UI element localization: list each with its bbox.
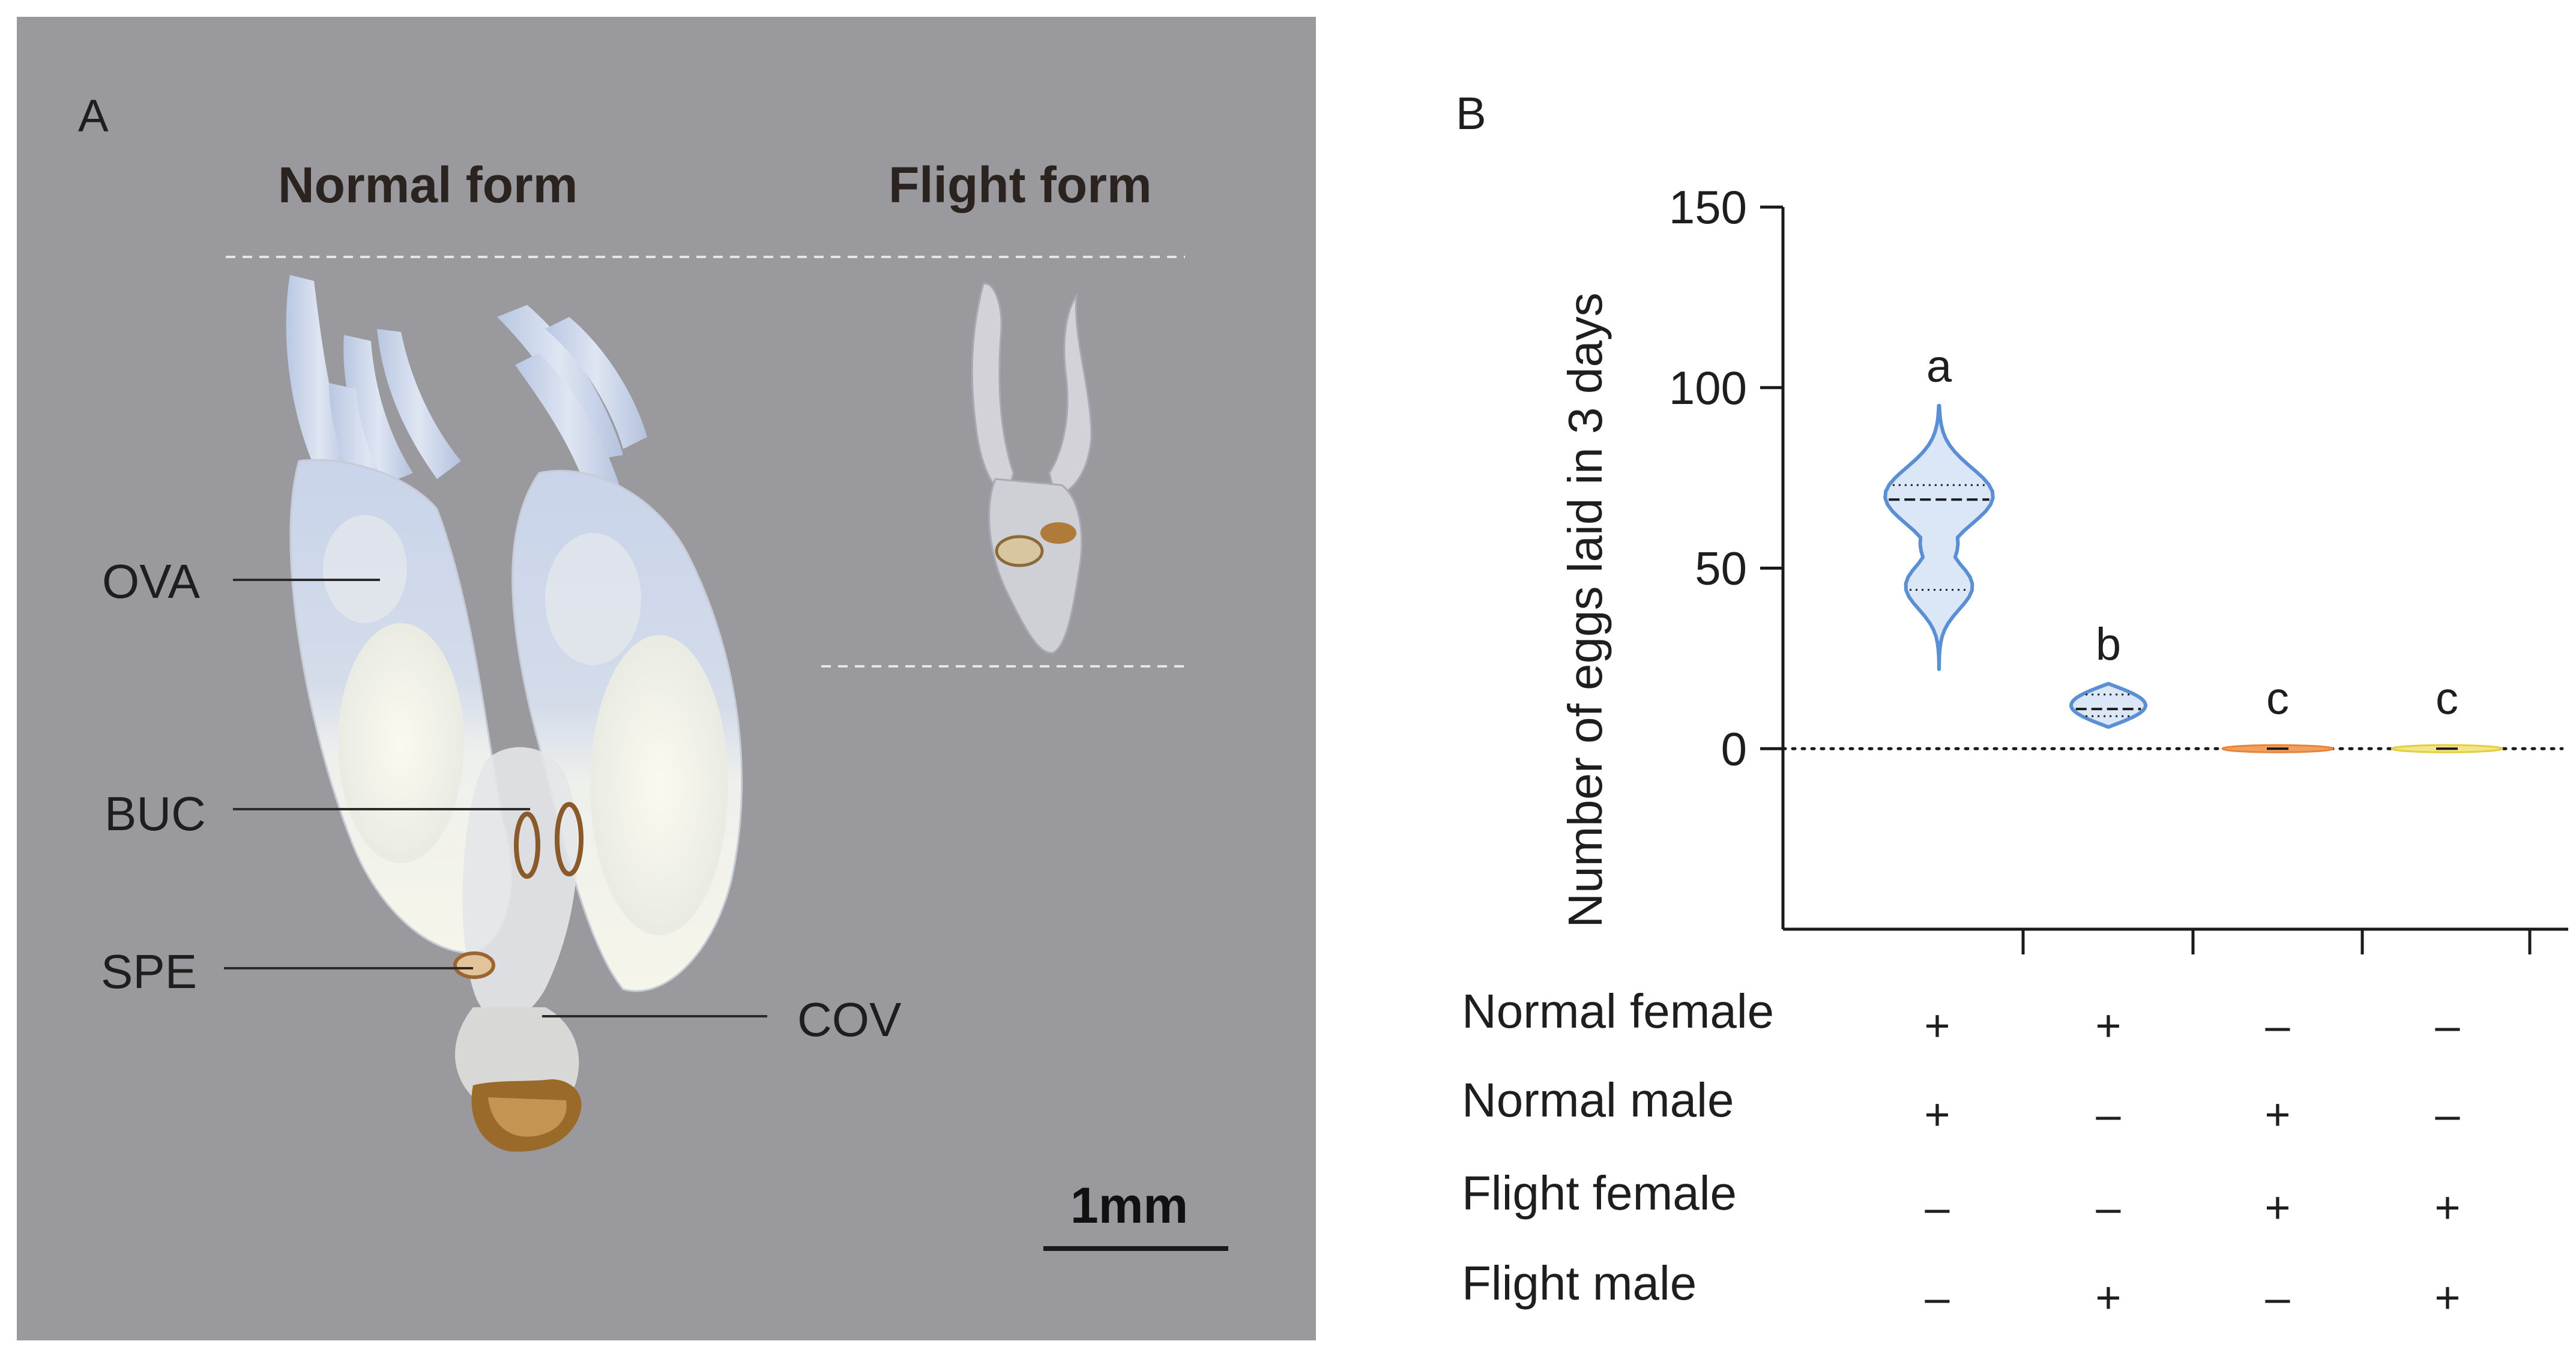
flight-form-title: Flight form xyxy=(888,157,1152,213)
condition-row-label: Flight female xyxy=(1462,1166,1737,1220)
condition-mark: – xyxy=(2435,1001,2460,1050)
specimen-illustration xyxy=(224,256,1228,1251)
y-tick-label: 0 xyxy=(1721,722,1747,775)
condition-mark: + xyxy=(2434,1183,2460,1232)
condition-mark: – xyxy=(2096,1183,2121,1232)
condition-mark: – xyxy=(1925,1273,1950,1322)
y-tick-label: 100 xyxy=(1669,361,1747,414)
condition-mark: – xyxy=(2096,1089,2121,1139)
ova-label: OVA xyxy=(102,555,201,608)
cov-label: COV xyxy=(797,993,902,1046)
condition-mark: + xyxy=(1924,1089,1950,1139)
panel-b-letter: B xyxy=(1456,88,1486,139)
violin-group-2 xyxy=(2069,682,2147,729)
y-tick-label: 150 xyxy=(1669,181,1747,234)
condition-row-label: Normal female xyxy=(1462,984,1774,1038)
condition-mark: – xyxy=(1925,1183,1950,1232)
condition-mark: – xyxy=(2435,1089,2460,1139)
condition-row-label: Normal male xyxy=(1462,1073,1734,1127)
condition-mark: + xyxy=(2095,1001,2121,1050)
normal-form-ovary xyxy=(286,275,743,1152)
y-axis-title: Number of eggs laid in 3 days xyxy=(1558,292,1612,927)
significance-letter-1: a xyxy=(1926,341,1952,392)
condition-mark: – xyxy=(2265,1001,2290,1050)
condition-mark: + xyxy=(1924,1001,1950,1050)
condition-mark: + xyxy=(2095,1273,2121,1322)
condition-mark: – xyxy=(2265,1273,2290,1322)
condition-row-label: Flight male xyxy=(1462,1256,1697,1310)
y-tick-label: 50 xyxy=(1695,542,1747,595)
significance-letter-3: c xyxy=(2266,673,2289,724)
panel-a-photo: A Normal form Flight form xyxy=(17,17,1316,1340)
panel-b-chart: B 0 50 100 150 Number of eggs laid in 3 days… xyxy=(1339,0,2576,1356)
spe-label: SPE xyxy=(101,945,198,998)
condition-mark: + xyxy=(2264,1183,2290,1232)
panel-a-letter: A xyxy=(78,91,109,142)
significance-letter-4: c xyxy=(2436,673,2458,724)
scale-bar-label: 1mm xyxy=(1070,1177,1189,1234)
condition-mark: + xyxy=(2434,1273,2460,1322)
condition-mark: + xyxy=(2264,1089,2290,1139)
flight-form-ovary xyxy=(971,283,1093,654)
significance-letter-2: b xyxy=(2096,619,2121,670)
violin-chart: B 0 50 100 150 Number of eggs laid in 3 days… xyxy=(1456,88,2568,1322)
buc-label: BUC xyxy=(104,787,206,840)
normal-form-title: Normal form xyxy=(278,157,578,213)
violin-group-1 xyxy=(1883,403,1995,671)
